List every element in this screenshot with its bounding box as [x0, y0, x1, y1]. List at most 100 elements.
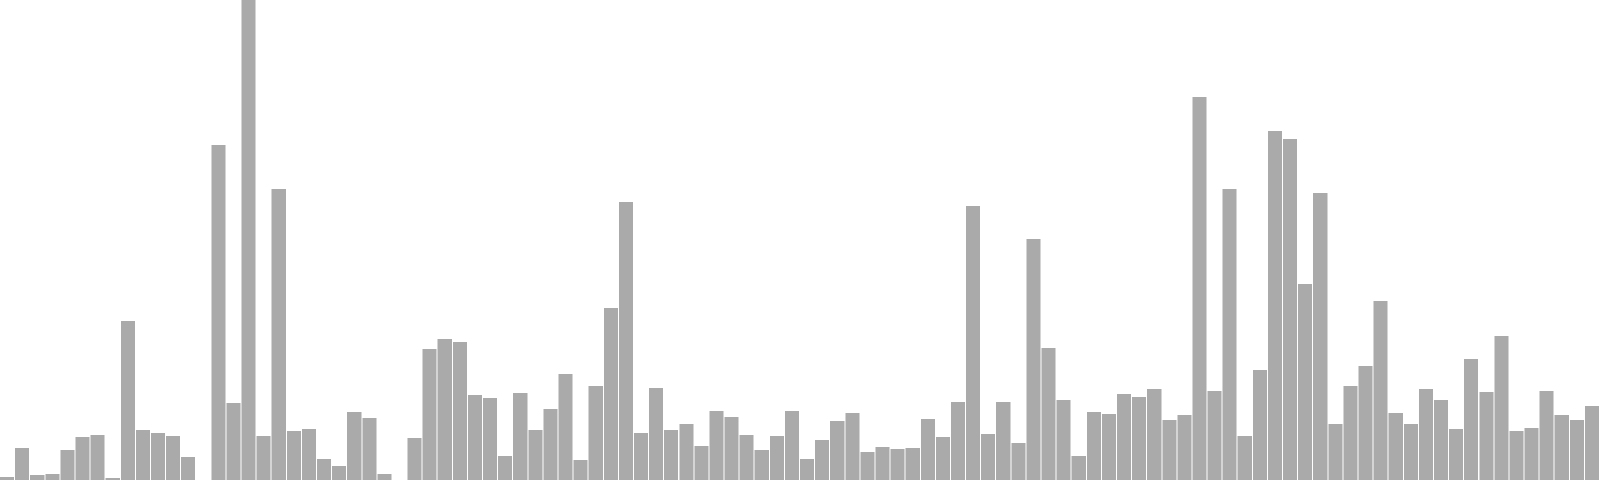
bar: [1147, 389, 1162, 480]
bar: [1418, 389, 1433, 480]
bar: [784, 411, 799, 480]
bar: [830, 421, 845, 480]
bar: [362, 418, 377, 480]
bar: [452, 342, 467, 480]
bar: [135, 430, 150, 480]
bar: [694, 446, 709, 480]
bar: [845, 413, 860, 480]
bar: [815, 440, 830, 480]
bar: [513, 393, 528, 480]
bar: [981, 434, 996, 480]
bar: [679, 424, 694, 480]
bar: [467, 395, 483, 480]
bar: [15, 448, 30, 480]
bar: [1283, 139, 1298, 480]
bar: [1313, 193, 1328, 480]
bar: [316, 459, 332, 480]
bar: [1132, 397, 1147, 480]
bar: [769, 436, 784, 480]
bar: [1358, 366, 1373, 480]
bar: [950, 402, 966, 480]
bar: [664, 430, 679, 480]
bar: [241, 0, 256, 480]
bar: [286, 431, 301, 480]
bar: [1343, 386, 1358, 480]
bar: [1237, 436, 1252, 480]
bar: [1464, 359, 1479, 480]
bar: [1539, 391, 1554, 480]
bar: [1267, 131, 1283, 480]
bar: [105, 478, 120, 480]
bar: [1101, 414, 1116, 480]
bar: [588, 386, 603, 480]
bar: [528, 430, 543, 480]
bar: [1252, 370, 1267, 480]
bar: [166, 436, 181, 480]
bar: [75, 437, 90, 480]
bar: [1011, 443, 1026, 480]
bar: [1071, 456, 1086, 480]
bar: [905, 448, 920, 480]
bar: [573, 460, 588, 480]
bar: [60, 450, 75, 480]
bar: [1041, 348, 1056, 480]
bar: [45, 474, 60, 480]
bar: [1328, 424, 1343, 480]
bar: [875, 447, 890, 480]
bar: [30, 475, 45, 480]
bar: [271, 189, 286, 480]
bar: [347, 412, 362, 480]
bar: [618, 202, 633, 480]
bar: [543, 409, 558, 480]
bar: [724, 417, 739, 480]
bar: [1494, 336, 1509, 480]
bar: [1056, 400, 1071, 480]
bar: [407, 438, 422, 480]
bar: [150, 433, 166, 480]
bar: [120, 321, 135, 480]
bar: [1388, 413, 1403, 480]
bar: [1509, 431, 1524, 480]
bar: [1373, 301, 1388, 480]
bar: [739, 435, 754, 480]
bar: [1207, 391, 1222, 480]
bar: [90, 435, 105, 480]
bar: [1449, 429, 1464, 480]
bar: [1026, 239, 1041, 480]
bar: [422, 349, 437, 480]
bar: [1479, 392, 1494, 480]
bar: [1116, 394, 1132, 480]
bar: [1177, 415, 1192, 480]
bar: [935, 437, 950, 480]
bar: [649, 388, 664, 480]
bar: [1162, 420, 1177, 480]
bar: [226, 403, 241, 480]
bar: [709, 411, 724, 480]
bar: [498, 456, 513, 480]
bar: [256, 436, 271, 480]
bar: [890, 449, 905, 480]
bar: [1569, 420, 1584, 480]
bar: [1222, 189, 1237, 480]
bar: [332, 466, 347, 480]
bar: [1192, 97, 1207, 480]
bar: [860, 452, 875, 480]
bar: [437, 339, 452, 480]
bar: [1086, 412, 1101, 480]
bar: [181, 457, 196, 480]
bar: [1584, 406, 1599, 480]
bar: [1433, 400, 1449, 480]
bar: [211, 145, 226, 480]
bar: [1403, 424, 1418, 480]
bar: [996, 402, 1011, 480]
bar: [1554, 415, 1569, 480]
bar: [754, 450, 769, 480]
bar: [0, 477, 15, 480]
bar: [1524, 428, 1539, 480]
bar: [301, 429, 316, 480]
bar: [920, 419, 935, 480]
bar: [800, 459, 815, 480]
bar: [483, 398, 498, 480]
